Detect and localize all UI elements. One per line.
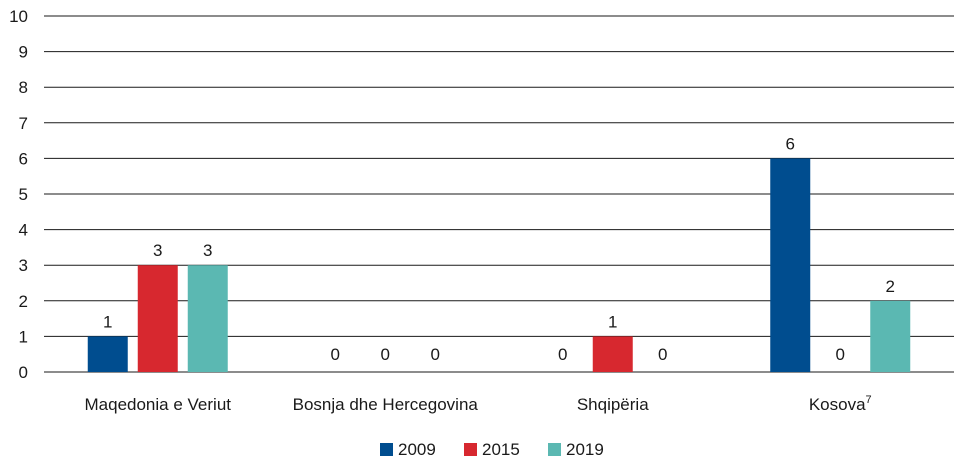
- y-tick-label-5: 5: [19, 185, 28, 204]
- bars: [87, 158, 911, 372]
- legend-label-2015: 2015: [482, 440, 520, 459]
- y-tick-label-0: 0: [19, 363, 28, 382]
- data-label-2015-4: 0: [836, 345, 845, 364]
- y-tick-label-8: 8: [19, 78, 28, 97]
- legend-swatch-2009: [380, 443, 393, 456]
- y-tick-label-2: 2: [19, 292, 28, 311]
- bar-2019-1: [187, 265, 228, 372]
- legend-swatch-2019: [548, 443, 561, 456]
- data-label-2019-4: 2: [886, 277, 895, 296]
- bar-2015-3: [592, 336, 633, 372]
- legend-swatch-2015: [464, 443, 477, 456]
- bar-2019-4: [870, 300, 911, 372]
- data-label-2009-1: 1: [103, 312, 112, 331]
- y-tick-label-6: 6: [19, 149, 28, 168]
- category-label-4: Kosova7: [809, 394, 872, 414]
- legend-label-2009: 2009: [398, 440, 436, 459]
- y-tick-label-3: 3: [19, 256, 28, 275]
- category-footnote-4: 7: [866, 394, 872, 406]
- data-label-2015-3: 1: [608, 312, 617, 331]
- y-axis-tick-labels: 0 1 2 3 4 5 6 7 8 9 10: [9, 7, 28, 382]
- data-label-2019-3: 0: [658, 345, 667, 364]
- bar-2009-1: [87, 336, 128, 372]
- data-label-2009-2: 0: [331, 345, 340, 364]
- data-label-2019-2: 0: [431, 345, 440, 364]
- data-label-2009-3: 0: [558, 345, 567, 364]
- category-label-2: Bosnja dhe Hercegovina: [293, 395, 479, 414]
- legend-label-2019: 2019: [566, 440, 604, 459]
- bar-2015-1: [137, 265, 178, 372]
- category-labels: Maqedonia e Veriut Bosnja dhe Hercegovina…: [85, 394, 872, 414]
- category-label-3: Shqipëria: [577, 395, 649, 414]
- y-tick-label-9: 9: [19, 43, 28, 62]
- data-label-2009-4: 6: [786, 134, 795, 153]
- bar-2009-4: [770, 158, 811, 372]
- data-labels: 1 3 3 0 0 0 0 1 0 6 0 2: [103, 134, 895, 364]
- y-tick-label-4: 4: [19, 221, 28, 240]
- y-tick-label-1: 1: [19, 327, 28, 346]
- data-label-2015-2: 0: [381, 345, 390, 364]
- legend: 2009 2015 2019: [380, 440, 604, 459]
- gridlines: [44, 15, 954, 373]
- category-label-1: Maqedonia e Veriut: [85, 395, 232, 414]
- y-tick-label-7: 7: [19, 114, 28, 133]
- data-label-2015-1: 3: [153, 241, 162, 260]
- y-tick-label-10: 10: [9, 7, 28, 26]
- data-label-2019-1: 3: [203, 241, 212, 260]
